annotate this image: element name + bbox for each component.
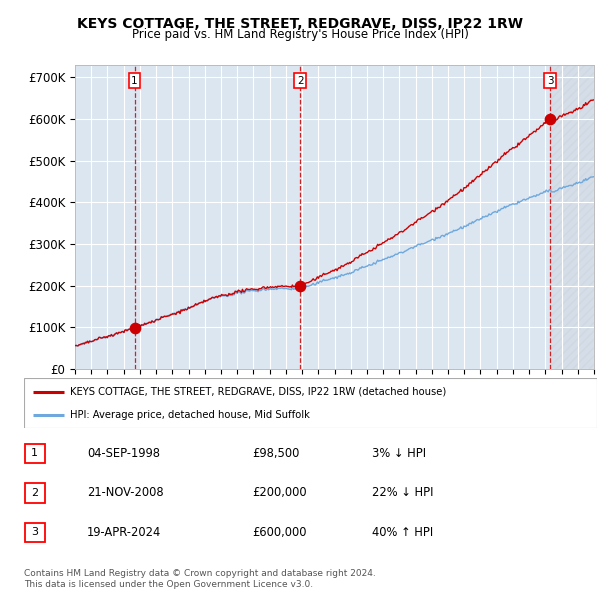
Text: 2: 2 (31, 488, 38, 498)
FancyBboxPatch shape (25, 483, 44, 503)
Text: 21-NOV-2008: 21-NOV-2008 (87, 486, 164, 500)
Text: 3: 3 (547, 76, 553, 86)
Text: £200,000: £200,000 (252, 486, 307, 500)
FancyBboxPatch shape (24, 378, 597, 428)
Text: 3% ↓ HPI: 3% ↓ HPI (372, 447, 426, 460)
Text: 1: 1 (131, 76, 138, 86)
Text: KEYS COTTAGE, THE STREET, REDGRAVE, DISS, IP22 1RW (detached house): KEYS COTTAGE, THE STREET, REDGRAVE, DISS… (70, 386, 446, 396)
Text: 19-APR-2024: 19-APR-2024 (87, 526, 161, 539)
Text: £98,500: £98,500 (252, 447, 299, 460)
Text: 40% ↑ HPI: 40% ↑ HPI (372, 526, 433, 539)
Text: HPI: Average price, detached house, Mid Suffolk: HPI: Average price, detached house, Mid … (70, 410, 310, 420)
Text: 2: 2 (297, 76, 304, 86)
Text: £600,000: £600,000 (252, 526, 307, 539)
Text: KEYS COTTAGE, THE STREET, REDGRAVE, DISS, IP22 1RW: KEYS COTTAGE, THE STREET, REDGRAVE, DISS… (77, 17, 523, 31)
Point (545, 114, 555, 124)
Text: Price paid vs. HM Land Registry's House Price Index (HPI): Price paid vs. HM Land Registry's House … (131, 28, 469, 41)
Text: 3: 3 (31, 527, 38, 537)
FancyBboxPatch shape (25, 444, 44, 463)
Text: 22% ↓ HPI: 22% ↓ HPI (372, 486, 433, 500)
Text: Contains HM Land Registry data © Crown copyright and database right 2024.
This d: Contains HM Land Registry data © Crown c… (24, 569, 376, 589)
Text: 04-SEP-1998: 04-SEP-1998 (87, 447, 160, 460)
Point (130, 323, 139, 333)
FancyBboxPatch shape (25, 523, 44, 542)
Point (295, 281, 305, 290)
Text: 1: 1 (31, 448, 38, 458)
